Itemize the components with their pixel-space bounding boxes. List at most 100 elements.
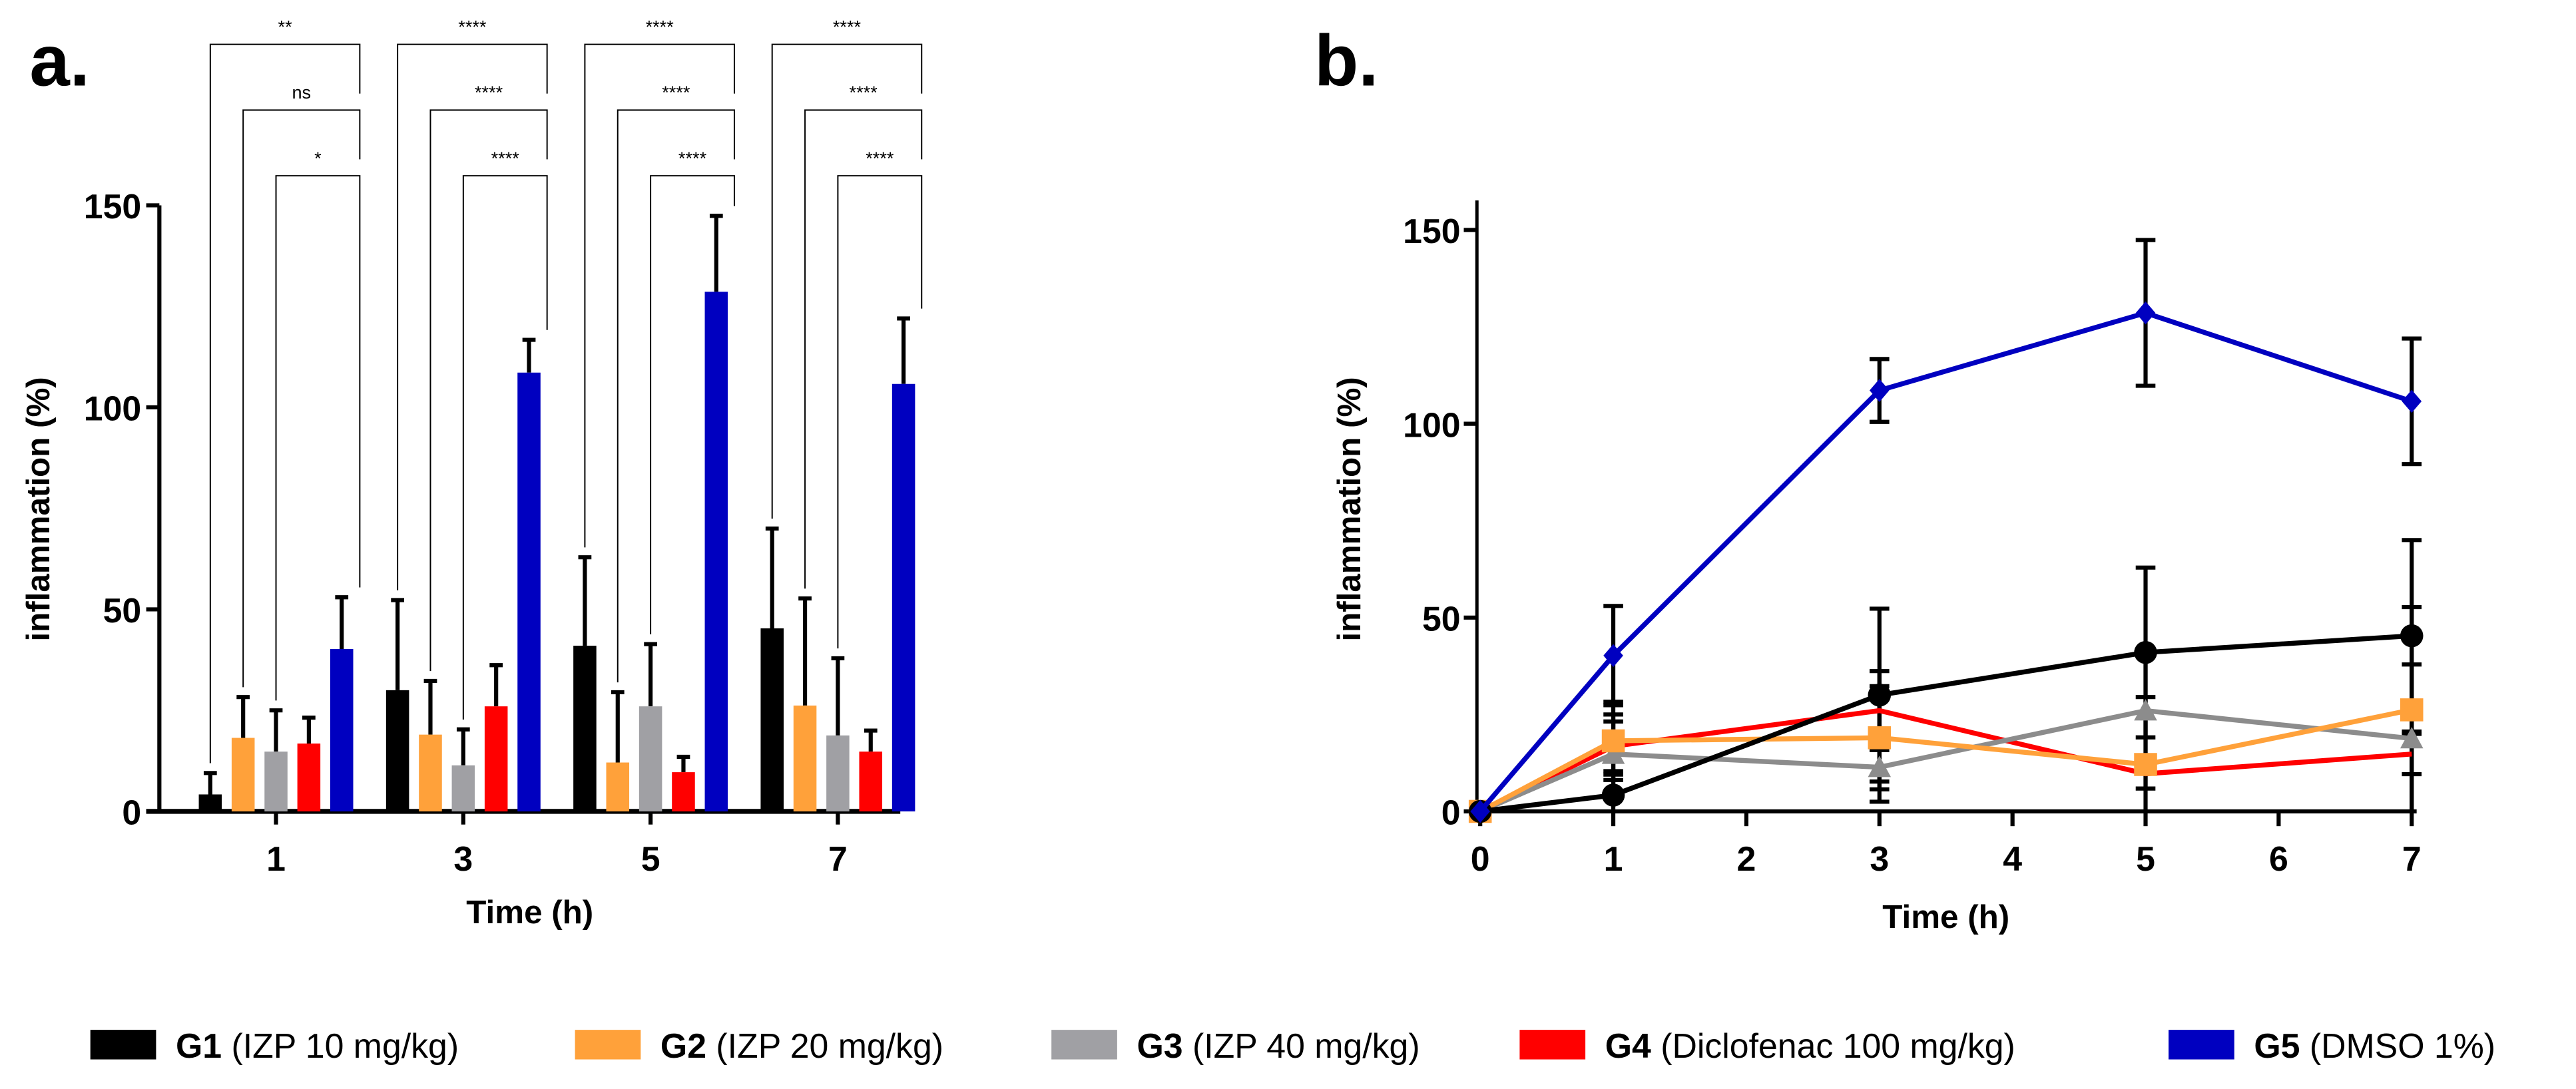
bar-G3-t7 [826,735,850,811]
bar-G4-t1 [297,743,321,811]
x-tick-label: 1 [266,839,286,878]
bar-G2-t3 [419,734,442,811]
marker-G3 [2134,699,2157,721]
y-tick-label: 50 [103,591,142,630]
marker-G2 [2134,753,2157,776]
bar-G5-t7 [892,383,915,811]
legend-group-description: (Diclofenac 100 mg/kg) [1651,1026,2015,1065]
significance-label: **** [850,82,878,103]
significance-bracket [275,175,361,701]
significance-bracket [837,175,923,649]
bar-G5-t3 [517,372,541,811]
y-tick-label: 100 [1403,405,1460,444]
x-tick-label: 3 [1870,839,1889,878]
bar-G4-t5 [672,772,695,811]
significance-bracket [804,109,923,589]
y-axis-label: inflammation (%) [1331,377,1368,641]
legend-group-description: (IZP 10 mg/kg) [222,1026,459,1065]
marker-G3 [2400,727,2424,749]
x-axis-label: Time (h) [466,894,593,931]
significance-label: **** [678,148,707,168]
legend-label: G2 (IZP 20 mg/kg) [660,1026,943,1065]
y-tick-label: 150 [84,187,141,226]
marker-G5 [1603,644,1623,668]
y-axis-label: inflammation (%) [20,377,57,641]
x-axis-label: Time (h) [1882,899,2009,935]
legend-label: G3 (IZP 40 mg/kg) [1137,1026,1419,1065]
legend-label: G1 (IZP 10 mg/kg) [176,1026,459,1065]
significance-label: **** [833,16,862,37]
marker-G2 [1868,726,1892,750]
bar-G3-t1 [264,752,288,811]
legend-swatch [575,1030,641,1060]
significance-label: **** [646,16,674,37]
legend-swatch [2169,1030,2234,1060]
legend-item-G3: G3 (IZP 40 mg/kg) [1051,1026,1420,1065]
marker-G1 [2400,624,2424,648]
significance-label: **** [866,148,894,168]
bar-G4-t7 [859,752,883,811]
bar-G3-t5 [639,706,662,811]
legend-item-G5: G5 (DMSO 1%) [2169,1026,2495,1065]
significance-label: ns [292,82,311,103]
significance-label: ** [278,16,293,37]
y-tick-label: 0 [122,793,141,832]
significance-bracket [209,43,361,763]
marker-G1 [1868,683,1892,707]
x-tick-label: 3 [453,839,473,878]
legend-group-name: G3 [1137,1026,1182,1065]
bar-G2-t5 [606,762,630,811]
marker-G3 [1868,756,1892,777]
legend-group-description: (DMSO 1%) [2300,1026,2495,1065]
x-tick-label: 0 [1471,839,1490,878]
bar-chart-a: 0 50 100 150 inflammation (%) Time (h) 1 ** ns * 3… [20,16,923,931]
significance-bracket [584,43,735,548]
legend-label: G5 (DMSO 1%) [2254,1026,2495,1065]
legend-group-name: G2 [660,1026,706,1065]
x-tick-label: 7 [2402,839,2422,878]
significance-label: **** [458,16,487,37]
legend-item-G4: G4 (Diclofenac 100 mg/kg) [1519,1026,2015,1065]
x-tick-label: 2 [1737,839,1756,878]
marker-G1 [1601,783,1625,807]
marker-G5 [2135,301,2156,325]
legend-label: G4 (Diclofenac 100 mg/kg) [1605,1026,2015,1065]
marker-G2 [2400,698,2424,722]
bar-G3-t3 [451,765,475,811]
legend-group-name: G4 [1605,1026,1651,1065]
legend: G1 (IZP 10 mg/kg) G2 (IZP 20 mg/kg) G3 (IZ… [90,1026,2495,1065]
significance-bracket [397,43,548,590]
line-G4 [1479,708,2412,814]
bar-G5-t5 [704,292,728,811]
x-tick-label: 1 [1604,839,1623,878]
marker-G5 [1869,379,1890,402]
y-tick-label: 50 [1422,600,1461,638]
legend-item-G1: G1 (IZP 10 mg/kg) [90,1026,459,1065]
bar-G1-t7 [760,628,784,811]
significance-bracket [429,109,548,672]
panel-label-a: a. [29,21,90,101]
legend-swatch [1519,1030,1586,1060]
legend-swatch [1051,1030,1117,1060]
legend-group-description: (IZP 20 mg/kg) [706,1026,943,1065]
significance-label: * [314,148,322,168]
x-tick-label: 6 [2269,839,2288,878]
y-tick-label: 150 [1403,212,1460,250]
bar-G2-t1 [231,738,255,811]
bar-G1-t5 [573,646,597,811]
y-tick-label: 0 [1441,793,1461,832]
legend-group-name: G5 [2254,1026,2300,1065]
significance-label: **** [662,82,690,103]
x-tick-label: 5 [2136,839,2155,878]
legend-swatch [90,1030,156,1060]
significance-label: **** [475,82,503,103]
significance-bracket [242,109,361,688]
legend-item-G2: G2 (IZP 20 mg/kg) [575,1026,943,1065]
bar-G5-t1 [330,648,354,811]
legend-group-name: G1 [176,1026,222,1065]
bar-G2-t7 [793,705,817,811]
significance-label: **** [491,148,520,168]
bar-G4-t3 [484,706,508,811]
marker-G1 [2134,640,2157,664]
